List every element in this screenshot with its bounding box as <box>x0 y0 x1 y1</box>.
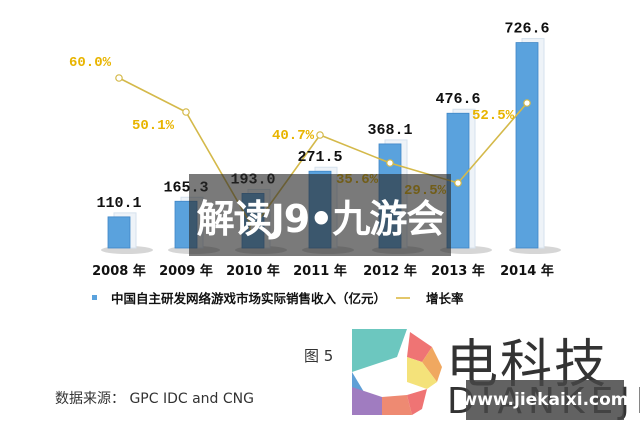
overlay-banner-text: 解读J9•九游会 <box>196 196 445 241</box>
x-tick-label: 2008 年 <box>92 263 146 279</box>
x-axis-ticks: 2008 年 2009 年 2010 年 2011 年 2012 年 2013 年 2014… <box>92 263 554 279</box>
legend: 中国自主研发网络游戏市场实际销售收入（亿元） 增长率 <box>92 288 464 307</box>
legend-line-label: 增长率 <box>426 291 464 306</box>
data-source: 数据来源： GPC IDC and CNG <box>55 391 254 407</box>
legend-bar-label: 中国自主研发网络游戏市场实际销售收入（亿元） <box>111 291 387 306</box>
x-tick-label: 2011 年 <box>293 263 347 279</box>
rate-value-label: 52.5% <box>472 108 515 124</box>
bar <box>515 42 539 249</box>
bar-value-label: 110.1 <box>96 195 141 212</box>
bar-value-label: 368.1 <box>367 122 412 139</box>
watermark: www.jiekaixi.com <box>462 380 629 420</box>
figure-label: 图 5 <box>304 347 334 365</box>
line-point <box>454 179 462 187</box>
rate-value-label: 40.7% <box>272 128 315 144</box>
overlay-banner-bg <box>189 174 451 256</box>
bar <box>107 216 131 249</box>
x-tick-label: 2009 年 <box>159 263 213 279</box>
bar-value-label: 271.5 <box>297 149 342 166</box>
bar-value-label: 726.6 <box>504 21 549 38</box>
line-point <box>523 99 531 107</box>
legend-line-swatch <box>396 296 411 299</box>
line-point <box>115 74 123 82</box>
x-tick-label: 2012 年 <box>363 263 417 279</box>
line-point <box>316 131 324 139</box>
x-tick-label: 2014 年 <box>500 263 554 279</box>
rate-value-label: 50.1% <box>132 118 175 134</box>
logo-mark-icon <box>352 329 442 415</box>
bar-value-label: 476.6 <box>435 91 480 108</box>
line-point <box>182 108 190 116</box>
x-tick-label: 2010 年 <box>226 263 280 279</box>
line-point <box>386 159 394 167</box>
x-tick-label: 2013 年 <box>431 263 485 279</box>
legend-bar-swatch <box>92 295 97 300</box>
rate-value-label: 60.0% <box>69 55 112 71</box>
